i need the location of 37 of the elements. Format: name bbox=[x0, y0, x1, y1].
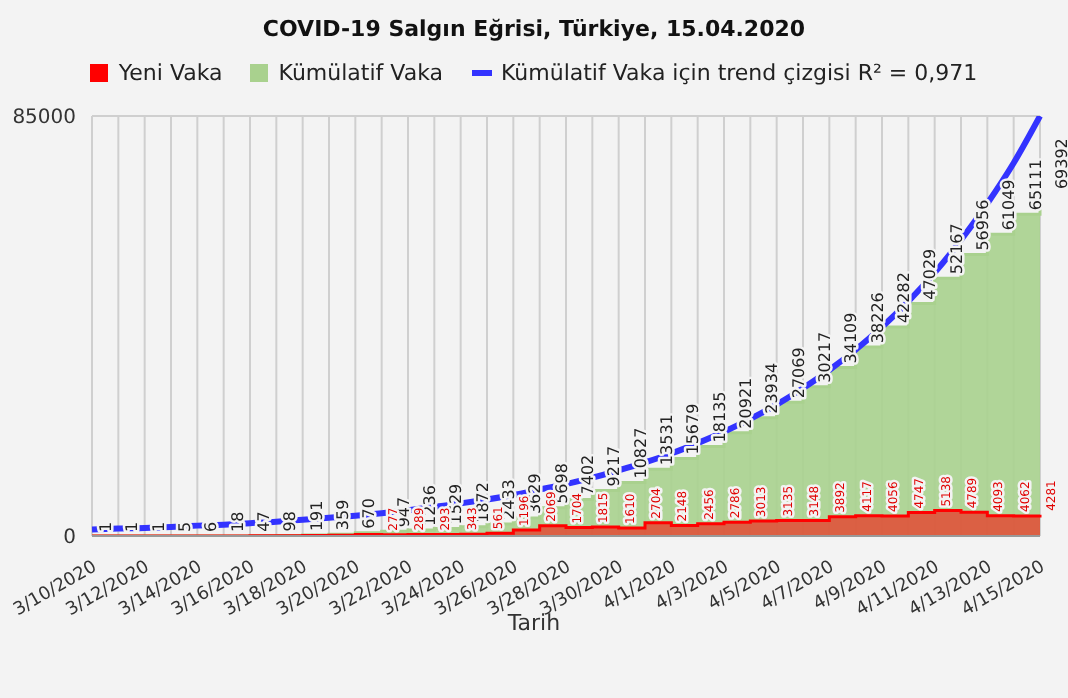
data-label: 6 bbox=[202, 521, 221, 532]
data-label: 13531 bbox=[658, 414, 676, 466]
data-label: 1 bbox=[123, 521, 142, 532]
data-label: 670 bbox=[360, 498, 379, 529]
data-label: 15679 bbox=[684, 403, 703, 455]
y-tick-label: 85000 bbox=[12, 107, 76, 130]
chart-title: COVID-19 Salgın Eğrisi, Türkiye, 15.04.2020 bbox=[260, 14, 808, 44]
data-label: 38226 bbox=[868, 292, 887, 344]
data-label: 47029 bbox=[921, 248, 940, 300]
data-label: 98 bbox=[281, 511, 300, 532]
legend-label: Kümülatif Vaka için trend çizgisi R² = 0,971 bbox=[501, 59, 978, 85]
data-label: 9217 bbox=[605, 445, 624, 487]
data-label: 65111 bbox=[1026, 159, 1045, 211]
x-axis-title: Tarih bbox=[507, 610, 561, 636]
data-label: 23934 bbox=[763, 362, 782, 414]
data-label: 30217 bbox=[816, 331, 834, 383]
data-label: 34109 bbox=[842, 312, 861, 364]
data-label: 47 bbox=[255, 511, 273, 532]
legend-label: Yeni Vaka bbox=[118, 59, 223, 85]
y-tick-label: 0 bbox=[63, 527, 76, 550]
data-label: 5 bbox=[176, 521, 194, 532]
data-label: 52167 bbox=[947, 223, 966, 275]
legend-label: Kümülatif Vaka bbox=[278, 59, 443, 85]
data-label: 191 bbox=[307, 500, 326, 532]
data-label: 18 bbox=[228, 511, 247, 532]
data-label: 69392 bbox=[1053, 138, 1068, 190]
data-label: 1 bbox=[97, 521, 115, 532]
data-label: 61049 bbox=[1000, 179, 1019, 231]
data-label: 359 bbox=[334, 499, 352, 531]
data-label: 20921 bbox=[737, 377, 755, 429]
data-label: 18135 bbox=[710, 391, 729, 443]
data-label: 1 bbox=[149, 521, 168, 532]
data-label: 56956 bbox=[974, 199, 992, 251]
data-label: 42282 bbox=[895, 272, 913, 324]
data-label: 27069 bbox=[789, 347, 808, 399]
data-label: 10827 bbox=[631, 427, 650, 479]
data-label: 7402 bbox=[579, 454, 597, 496]
